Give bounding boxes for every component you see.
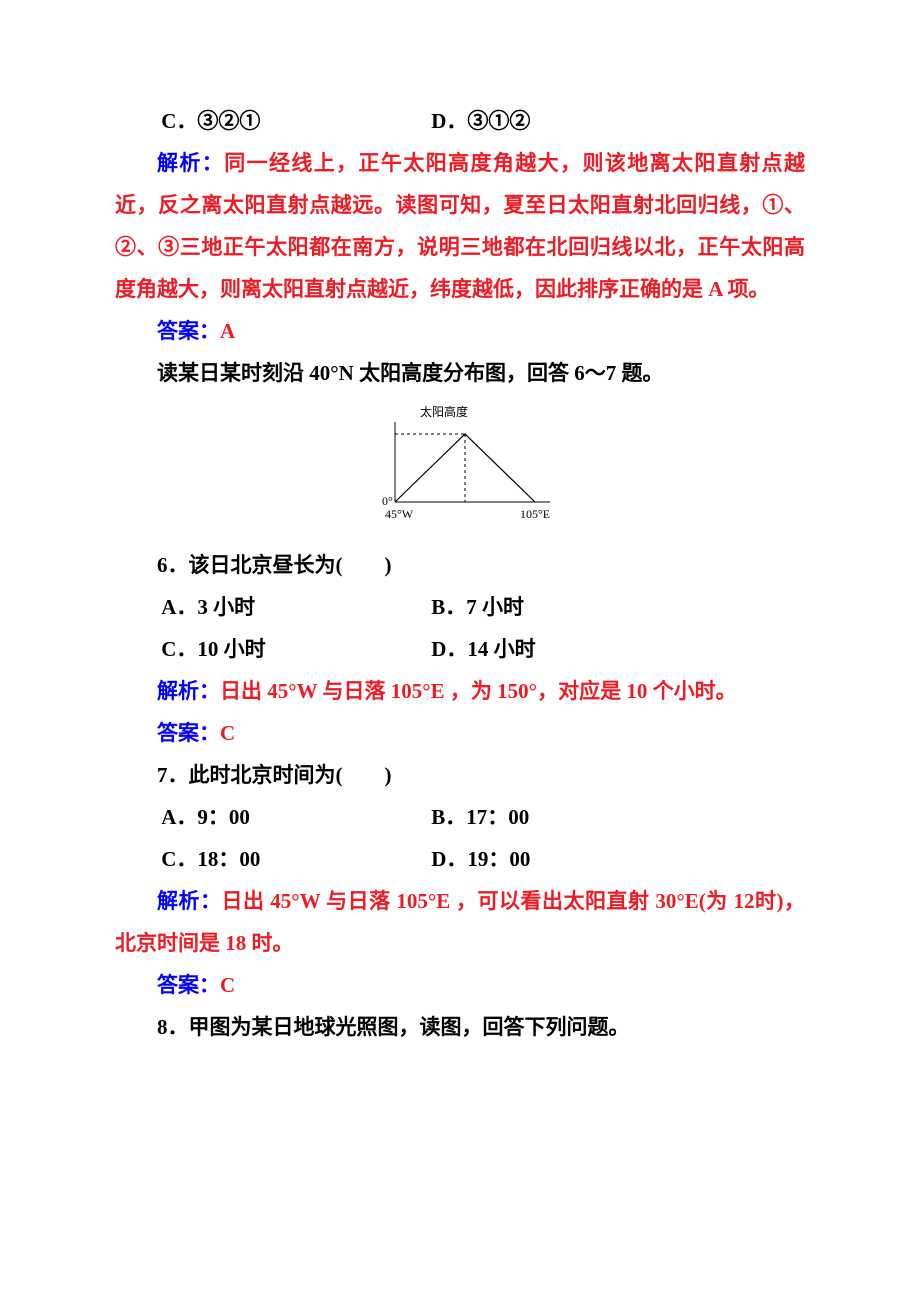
chart-y-label: 太阳高度 [420, 404, 468, 419]
q6-analysis-text: 日出 45°W 与日落 105°E ，为 150°，对应是 10 个小时。 [220, 679, 737, 703]
q6-options-ab: A．3 小时 B．7 小时 [115, 586, 805, 628]
chart-zero-label: 0° [382, 494, 393, 508]
q6-option-c: C．10 小时 [161, 628, 431, 670]
q6-answer-label: 答案： [157, 721, 220, 745]
q5-option-c: C．③②① [161, 100, 431, 142]
intro-67: 读某日某时刻沿 40°N 太阳高度分布图，回答 6～7 题。 [115, 352, 805, 394]
q5-answer: 答案：A [115, 310, 805, 352]
q6-analysis-label: 解析： [157, 679, 220, 703]
q7-answer: 答案：C [115, 964, 805, 1006]
q6-option-d: D．14 小时 [431, 628, 805, 670]
q7-options-cd: C．18：00 D．19：00 [115, 838, 805, 880]
chart-svg: 太阳高度 0° 45°W 105°E [350, 402, 570, 532]
q5-answer-value: A [220, 319, 235, 343]
q7-option-c: C．18：00 [161, 838, 431, 880]
q6-analysis: 解析：日出 45°W 与日落 105°E ，为 150°，对应是 10 个小时。 [115, 670, 805, 712]
q7-options-ab: A．9：00 B．17：00 [115, 796, 805, 838]
chart-curve [395, 434, 535, 502]
sun-altitude-chart: 太阳高度 0° 45°W 105°E [115, 402, 805, 532]
q6-stem: 6．该日北京昼长为( ) [115, 544, 805, 586]
q7-answer-value: C [220, 973, 235, 997]
q5-options-cd: C．③②① D．③①② [115, 100, 805, 142]
q6-answer: 答案：C [115, 712, 805, 754]
q7-analysis-label: 解析： [157, 889, 222, 913]
q7-option-a: A．9：00 [161, 796, 431, 838]
q7-option-d: D．19：00 [431, 838, 805, 880]
q6-option-b: B．7 小时 [431, 586, 805, 628]
q5-option-d: D．③①② [431, 100, 805, 142]
chart-x-right: 105°E [520, 507, 550, 521]
q7-stem: 7．此时北京时间为( ) [115, 754, 805, 796]
q5-analysis-label: 解析： [157, 151, 224, 175]
chart-x-left: 45°W [385, 507, 414, 521]
q6-option-a: A．3 小时 [161, 586, 431, 628]
q7-analysis: 解析：日出 45°W 与日落 105°E ，可以看出太阳直射 30°E(为 12… [115, 880, 805, 964]
q6-options-cd: C．10 小时 D．14 小时 [115, 628, 805, 670]
q6-answer-value: C [220, 721, 235, 745]
q7-answer-label: 答案： [157, 973, 220, 997]
q7-option-b: B．17：00 [431, 796, 805, 838]
q8-stem: 8．甲图为某日地球光照图，读图，回答下列问题。 [115, 1006, 805, 1048]
q5-answer-label: 答案： [157, 319, 220, 343]
q5-analysis: 解析：同一经线上，正午太阳高度角越大，则该地离太阳直射点越近，反之离太阳直射点越… [115, 142, 805, 310]
